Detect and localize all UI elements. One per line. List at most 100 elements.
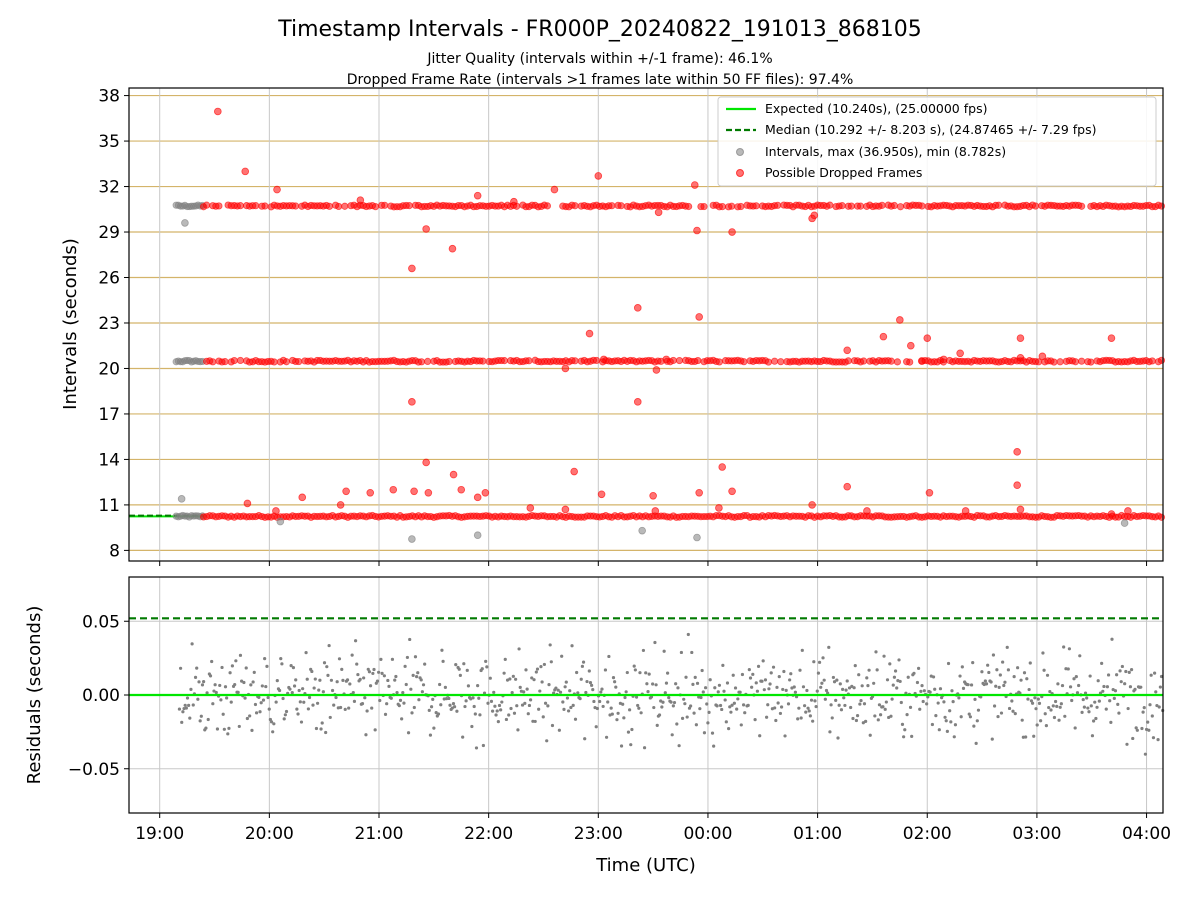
residual-point bbox=[563, 685, 567, 689]
residual-point bbox=[191, 703, 195, 707]
residual-point bbox=[1064, 667, 1068, 671]
residual-point bbox=[746, 703, 750, 707]
legend-box bbox=[717, 96, 1157, 187]
dropped-frame-point bbox=[500, 357, 509, 365]
residual-point bbox=[684, 675, 688, 679]
residual-point bbox=[925, 702, 929, 706]
residual-point bbox=[623, 695, 627, 700]
residual-point bbox=[200, 683, 205, 687]
residual-point bbox=[1100, 661, 1104, 665]
residual-point bbox=[994, 684, 998, 688]
residual-point bbox=[493, 704, 497, 708]
residual-point bbox=[1035, 723, 1039, 727]
residual-point bbox=[549, 660, 553, 664]
residual-point bbox=[945, 729, 949, 733]
residual-point bbox=[420, 690, 424, 694]
residual-point bbox=[1077, 683, 1081, 688]
dropped-frame-point bbox=[408, 398, 416, 406]
dropped-frame-point bbox=[737, 202, 745, 211]
residual-point bbox=[1022, 671, 1027, 675]
residual-point bbox=[599, 690, 603, 694]
residual-point bbox=[1104, 707, 1108, 711]
residual-point bbox=[206, 717, 210, 722]
residual-point bbox=[679, 650, 684, 655]
residual-point bbox=[427, 708, 431, 712]
residual-point bbox=[1140, 726, 1144, 731]
residual-point bbox=[789, 672, 793, 676]
dropped-frame-point bbox=[961, 507, 970, 515]
dropped-frame-point bbox=[325, 202, 334, 210]
residual-point bbox=[1083, 691, 1088, 695]
residual-point bbox=[278, 688, 282, 693]
residual-point bbox=[844, 688, 848, 692]
residual-point bbox=[854, 718, 859, 723]
residual-point bbox=[554, 686, 558, 690]
residual-point bbox=[946, 661, 951, 666]
residual-point bbox=[412, 705, 416, 710]
residual-point bbox=[809, 698, 814, 702]
residual-point bbox=[223, 685, 228, 689]
dropped-frame-point bbox=[810, 211, 819, 220]
residual-point bbox=[404, 682, 408, 687]
dropped-frame-point bbox=[561, 505, 570, 514]
residual-point bbox=[545, 739, 549, 743]
residual-point bbox=[1129, 668, 1134, 672]
residual-point bbox=[520, 703, 525, 707]
dropped-frame-point bbox=[1087, 358, 1095, 366]
residual-point bbox=[664, 681, 669, 685]
dropped-frame-point bbox=[272, 507, 280, 515]
residual-point bbox=[307, 695, 312, 700]
residual-point bbox=[1013, 712, 1017, 716]
residual-point bbox=[583, 737, 587, 741]
residual-point bbox=[540, 680, 544, 684]
dropped-frame-point bbox=[728, 202, 736, 210]
residual-point bbox=[1108, 699, 1112, 703]
residual-point bbox=[607, 654, 611, 659]
residual-point bbox=[878, 713, 883, 717]
dropped-frame-point bbox=[448, 244, 457, 253]
residual-point bbox=[948, 709, 952, 713]
dropped-frame-point bbox=[525, 357, 533, 365]
residual-point bbox=[717, 683, 722, 687]
dropped-frame-point bbox=[243, 499, 252, 508]
residual-point bbox=[533, 719, 537, 724]
residual-point bbox=[416, 671, 420, 675]
dropped-frame-point bbox=[956, 349, 964, 358]
residual-point bbox=[804, 710, 808, 714]
residual-point bbox=[1041, 651, 1045, 655]
residual-point bbox=[222, 727, 226, 731]
residual-point bbox=[836, 736, 840, 740]
residuals-xtick-label: 20:00 bbox=[245, 824, 294, 844]
residual-point bbox=[1128, 685, 1133, 689]
residual-point bbox=[661, 700, 665, 704]
residual-point bbox=[527, 703, 532, 708]
residual-point bbox=[480, 667, 484, 671]
residual-point bbox=[842, 696, 846, 700]
residual-point bbox=[743, 711, 747, 715]
residuals-xtick-label: 22:00 bbox=[464, 824, 513, 844]
residual-point bbox=[729, 710, 733, 714]
residual-point bbox=[507, 713, 511, 717]
dropped-frame-point bbox=[693, 226, 701, 235]
residual-point bbox=[306, 707, 310, 711]
residual-point bbox=[365, 709, 369, 713]
residual-point bbox=[382, 674, 386, 678]
residual-point bbox=[252, 670, 256, 674]
residual-point bbox=[653, 640, 657, 645]
intervals-ytick-label: 38 bbox=[98, 87, 120, 107]
residual-point bbox=[991, 653, 996, 657]
dropped-frame-point bbox=[252, 202, 260, 210]
residual-point bbox=[652, 705, 656, 710]
dropped-frame-point bbox=[1056, 358, 1064, 366]
residual-point bbox=[1073, 726, 1077, 730]
residual-point bbox=[289, 664, 293, 668]
residual-point bbox=[731, 673, 735, 677]
legend-dropped-swatch bbox=[736, 169, 744, 177]
dropped-frame-point bbox=[694, 356, 702, 365]
residual-point bbox=[722, 689, 726, 693]
residual-point bbox=[997, 685, 1001, 690]
residual-point bbox=[1156, 738, 1160, 742]
residual-point bbox=[815, 689, 819, 693]
residual-point bbox=[242, 680, 246, 685]
